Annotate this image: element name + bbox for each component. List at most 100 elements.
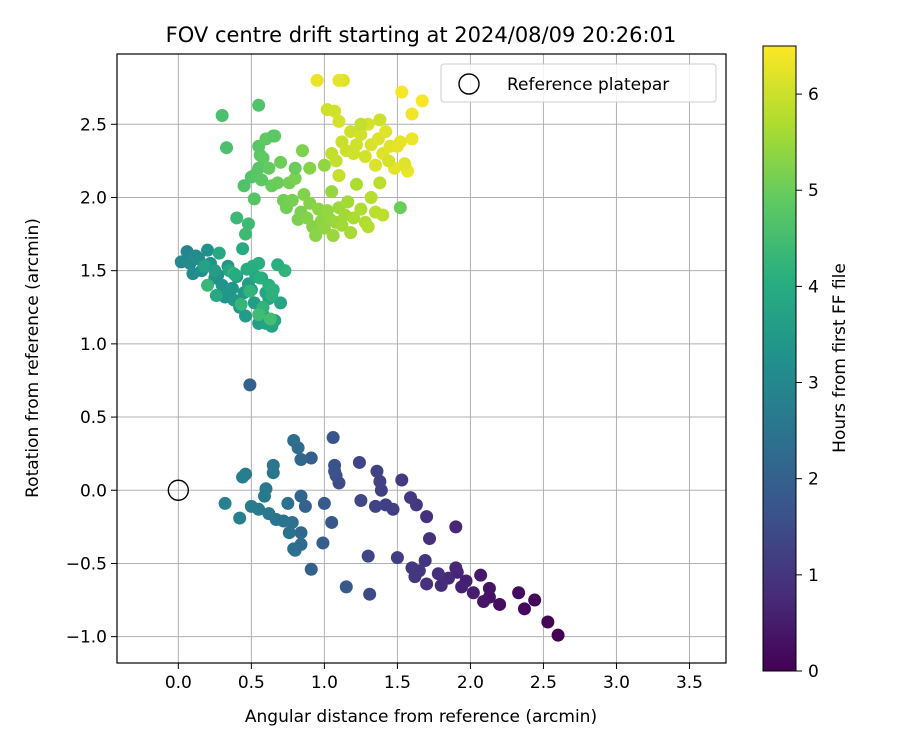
data-point: [266, 283, 280, 297]
y-tick-label: 0.5: [80, 408, 107, 428]
data-point: [341, 195, 355, 209]
data-point: [382, 154, 396, 168]
data-point: [368, 158, 382, 172]
x-tick-label: 3.0: [603, 673, 630, 693]
data-point: [373, 176, 387, 190]
data-point: [354, 494, 368, 508]
y-tick-label: 2.0: [80, 188, 107, 208]
data-point: [252, 161, 266, 175]
data-point: [212, 246, 226, 260]
data-point: [228, 268, 242, 282]
data-point: [262, 507, 276, 521]
y-tick-label: −1.0: [66, 628, 107, 648]
data-point: [201, 243, 215, 257]
data-point: [287, 433, 301, 447]
data-point: [209, 289, 223, 303]
data-point: [285, 193, 299, 207]
legend: Reference platepar: [440, 63, 717, 103]
data-point: [236, 242, 250, 256]
data-point: [198, 259, 212, 273]
data-point: [332, 114, 346, 128]
data-point: [354, 117, 368, 131]
y-axis-title: Rotation from reference (arcmin): [23, 218, 43, 498]
data-point: [243, 284, 257, 298]
legend-label: Reference platepar: [507, 75, 669, 95]
data-point: [434, 578, 448, 592]
data-point: [551, 628, 565, 642]
data-point: [328, 464, 342, 478]
plot-frame: [116, 53, 727, 664]
data-point: [449, 561, 463, 575]
data-point: [361, 220, 375, 234]
data-point: [255, 173, 269, 187]
data-point: [304, 451, 318, 465]
colorbar-tick-label: 6: [808, 85, 819, 105]
data-point: [477, 595, 491, 609]
data-point: [310, 73, 324, 87]
x-tick-label: 3.5: [676, 673, 703, 693]
data-point: [252, 98, 266, 112]
data-point: [266, 466, 280, 480]
data-point: [474, 568, 488, 582]
data-point: [288, 171, 302, 185]
x-tick-label: 2.5: [530, 673, 557, 693]
data-point: [541, 615, 555, 629]
data-point: [274, 155, 288, 169]
colorbar: [762, 45, 797, 672]
data-point: [201, 278, 215, 292]
colorbar-tick-label: 2: [808, 470, 819, 490]
data-point: [263, 312, 277, 326]
data-point: [218, 496, 232, 510]
data-point: [415, 94, 429, 108]
data-point: [395, 473, 409, 487]
data-point: [256, 151, 270, 165]
x-tick-label: 2.0: [457, 673, 484, 693]
data-point: [420, 577, 434, 591]
data-point: [344, 125, 358, 139]
data-point: [208, 264, 222, 278]
data-point: [326, 229, 340, 243]
data-point: [352, 455, 366, 469]
data-point: [215, 278, 229, 292]
x-tick-label: 0.5: [238, 673, 265, 693]
data-point: [373, 113, 387, 127]
data-point: [466, 586, 480, 600]
data-point: [423, 532, 437, 546]
data-point: [252, 256, 266, 270]
y-axis-ticks: −1.0 −0.5 0.0 0.5 1.0 1.5 2.0 2.5: [66, 115, 117, 648]
data-point: [281, 496, 295, 510]
data-point: [295, 144, 309, 158]
data-point: [482, 581, 496, 595]
data-point: [335, 218, 349, 232]
data-point: [266, 129, 280, 143]
data-point: [390, 551, 404, 565]
data-point: [239, 309, 253, 323]
data-point: [325, 515, 339, 529]
data-point: [234, 297, 248, 311]
chart-title: FOV centre drift starting at 2024/08/09 …: [166, 23, 677, 47]
data-point: [294, 453, 308, 467]
data-point: [241, 217, 255, 231]
colorbar-tick-label: 4: [808, 277, 819, 297]
reference-marker-layer: [167, 479, 190, 501]
data-point: [361, 549, 375, 563]
data-point: [420, 510, 434, 524]
colorbar-tick-label: 5: [808, 181, 819, 201]
data-point: [449, 520, 463, 534]
y-tick-label: 2.5: [80, 115, 107, 135]
reference-platepar-marker: [167, 479, 190, 501]
data-point: [233, 511, 247, 525]
data-point: [376, 208, 390, 222]
data-point: [326, 431, 340, 445]
data-point: [220, 141, 234, 155]
data-point: [258, 489, 272, 503]
data-point: [271, 258, 285, 272]
data-point: [379, 125, 393, 139]
x-tick-label: 1.5: [384, 673, 411, 693]
data-point: [393, 135, 407, 149]
data-point: [271, 176, 285, 190]
data-point: [309, 229, 323, 243]
colorbar-tick-label: 1: [808, 566, 819, 586]
y-tick-label: 0.0: [80, 481, 107, 501]
